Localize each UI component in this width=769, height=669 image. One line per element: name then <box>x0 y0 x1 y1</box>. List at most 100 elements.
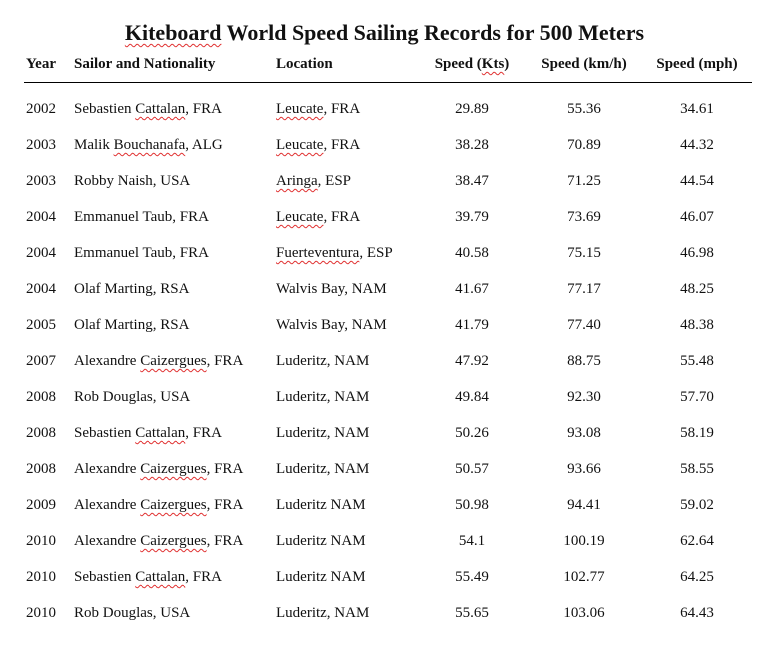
title-rest: World Speed Sailing Records for 500 Mete… <box>221 20 645 45</box>
cell-year: 2010 <box>26 533 56 549</box>
cell-speed-mph: 46.98 <box>680 245 714 261</box>
cell-speed-kts: 50.26 <box>455 425 489 441</box>
cell-speed-kts: 38.47 <box>455 173 489 189</box>
cell-speed-kmh: 71.25 <box>567 173 601 189</box>
cell-sailor: Malik Bouchanafa, ALG <box>74 137 223 153</box>
cell-year: 2002 <box>26 101 56 117</box>
cell-speed-mph: 46.07 <box>680 209 714 225</box>
cell-speed-kts: 38.28 <box>455 137 489 153</box>
cell-sailor: Olaf Marting, RSA <box>74 281 190 297</box>
table-row: 2010 Sebastien Cattalan, FRA Luderitz NAM 5… <box>0 560 769 596</box>
header-speed-kts: Speed (Kts) <box>434 56 510 72</box>
header-year: Year <box>26 56 56 72</box>
cell-speed-kts: 54.1 <box>458 533 486 549</box>
header-speed-kmh: Speed (km/h) <box>541 56 627 72</box>
cell-sailor: Alexandre Caizergues, FRA <box>74 497 244 513</box>
cell-location: Luderitz, NAM <box>276 389 370 405</box>
table-row: 2008 Rob Douglas, USA Luderitz, NAM 49.84 92… <box>0 380 769 416</box>
cell-location: Leucate, FRA <box>276 137 361 153</box>
cell-speed-mph: 44.32 <box>680 137 714 153</box>
cell-speed-mph: 57.70 <box>680 389 714 405</box>
cell-location: Leucate, FRA <box>276 209 361 225</box>
cell-speed-kts: 41.79 <box>455 317 489 333</box>
cell-year: 2010 <box>26 605 56 621</box>
cell-sailor: Sebastien Cattalan, FRA <box>74 101 222 117</box>
cell-year: 2004 <box>26 281 56 297</box>
cell-speed-kts: 50.98 <box>455 497 489 513</box>
table-row: 2010 Alexandre Caizergues, FRA Luderitz NA… <box>0 524 769 560</box>
cell-sailor: Emmanuel Taub, FRA <box>74 209 209 225</box>
cell-sailor: Rob Douglas, USA <box>74 389 191 405</box>
cell-location: Luderitz, NAM <box>276 461 370 477</box>
cell-sailor: Robby Naish, USA <box>74 173 191 189</box>
cell-speed-kmh: 70.89 <box>567 137 601 153</box>
table-row: 2008 Sebastien Cattalan, FRA Luderitz, NAM… <box>0 416 769 452</box>
cell-speed-mph: 44.54 <box>680 173 714 189</box>
table-row: 2003 Robby Naish, USA Aringa, ESP 38.47 71.2… <box>0 164 769 200</box>
cell-speed-kmh: 55.36 <box>567 101 601 117</box>
cell-location: Luderitz, NAM <box>276 605 370 621</box>
cell-speed-mph: 58.19 <box>680 425 714 441</box>
cell-speed-kmh: 77.17 <box>567 281 601 297</box>
cell-location: Fuerteventura, ESP <box>276 245 393 261</box>
table-row: 2004 Emmanuel Taub, FRA Fuerteventura, ESP… <box>0 236 769 272</box>
cell-year: 2010 <box>26 569 56 585</box>
cell-speed-kts: 47.92 <box>455 353 489 369</box>
cell-year: 2004 <box>26 245 56 261</box>
cell-sailor: Alexandre Caizergues, FRA <box>74 461 244 477</box>
header-location: Location <box>276 56 333 72</box>
cell-year: 2008 <box>26 461 56 477</box>
cell-speed-kts: 41.67 <box>455 281 489 297</box>
cell-location: Walvis Bay, NAM <box>276 317 387 333</box>
cell-speed-kts: 29.89 <box>455 101 489 117</box>
table-row: 2010 Rob Douglas, USA Luderitz, NAM 55.65 10… <box>0 596 769 632</box>
cell-location: Luderitz NAM <box>276 533 366 549</box>
cell-speed-mph: 48.38 <box>680 317 714 333</box>
cell-speed-kmh: 75.15 <box>567 245 601 261</box>
cell-speed-mph: 62.64 <box>680 533 714 549</box>
cell-speed-kmh: 103.06 <box>563 605 605 621</box>
cell-speed-kmh: 93.66 <box>567 461 601 477</box>
cell-speed-kmh: 92.30 <box>567 389 601 405</box>
cell-speed-mph: 34.61 <box>680 101 714 117</box>
page-title: Kiteboard World Speed Sailing Records fo… <box>0 20 769 46</box>
header-speed-mph: Speed (mph) <box>656 56 738 72</box>
cell-speed-kmh: 77.40 <box>567 317 601 333</box>
table-row: 2004 Emmanuel Taub, FRA Leucate, FRA 39.79 7… <box>0 200 769 236</box>
cell-speed-mph: 48.25 <box>680 281 714 297</box>
cell-speed-mph: 55.48 <box>680 353 714 369</box>
cell-speed-kmh: 100.19 <box>563 533 605 549</box>
cell-location: Luderitz, NAM <box>276 353 370 369</box>
cell-speed-kmh: 93.08 <box>567 425 601 441</box>
cell-speed-kts: 39.79 <box>455 209 489 225</box>
cell-year: 2009 <box>26 497 56 513</box>
table-header: Year Sailor and Nationality Location Spe… <box>0 56 769 78</box>
cell-location: Luderitz NAM <box>276 497 366 513</box>
cell-sailor: Rob Douglas, USA <box>74 605 191 621</box>
header-sailor: Sailor and Nationality <box>74 56 216 72</box>
table-row: 2003 Malik Bouchanafa, ALG Leucate, FRA 38.… <box>0 128 769 164</box>
cell-year: 2005 <box>26 317 56 333</box>
table-row: 2008 Alexandre Caizergues, FRA Luderitz, N… <box>0 452 769 488</box>
cell-speed-kts: 55.49 <box>455 569 489 585</box>
cell-speed-kts: 49.84 <box>455 389 489 405</box>
cell-location: Luderitz NAM <box>276 569 366 585</box>
cell-speed-mph: 64.43 <box>680 605 714 621</box>
cell-location: Walvis Bay, NAM <box>276 281 387 297</box>
cell-speed-kts: 40.58 <box>455 245 489 261</box>
table-row: 2002 Sebastien Cattalan, FRA Leucate, FRA 2… <box>0 92 769 128</box>
cell-speed-kmh: 88.75 <box>567 353 601 369</box>
title-prefix: Kiteboard <box>124 20 222 45</box>
cell-location: Aringa, ESP <box>276 173 352 189</box>
cell-year: 2008 <box>26 389 56 405</box>
cell-speed-kmh: 94.41 <box>567 497 601 513</box>
cell-sailor: Alexandre Caizergues, FRA <box>74 533 244 549</box>
cell-year: 2004 <box>26 209 56 225</box>
cell-speed-kmh: 102.77 <box>563 569 605 585</box>
cell-year: 2003 <box>26 173 56 189</box>
cell-sailor: Emmanuel Taub, FRA <box>74 245 209 261</box>
cell-sailor: Sebastien Cattalan, FRA <box>74 425 222 441</box>
cell-year: 2003 <box>26 137 56 153</box>
table-row: 2009 Alexandre Caizergues, FRA Luderitz NA… <box>0 488 769 524</box>
cell-speed-mph: 59.02 <box>680 497 714 513</box>
